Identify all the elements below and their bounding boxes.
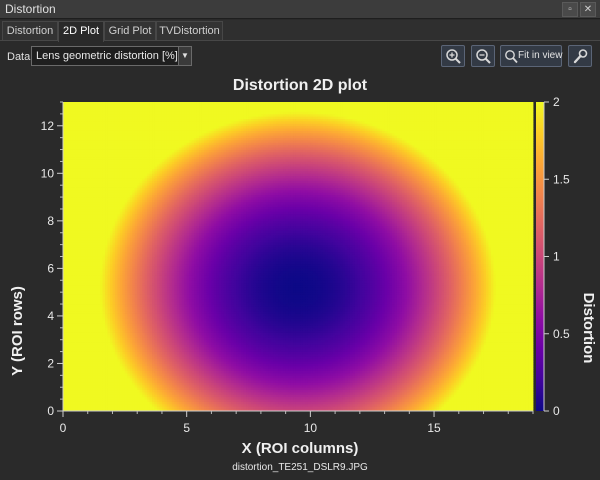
colorbar: 0 0.5 1 1.5 2 (536, 95, 570, 418)
x-tick-label: 10 (304, 421, 318, 435)
y-tick-label: 10 (41, 166, 55, 180)
colorbar-tick-label: 2 (553, 95, 560, 109)
colorbar-gradient (536, 102, 544, 411)
close-icon[interactable]: ✕ (580, 2, 596, 17)
fit-view-icon (505, 50, 518, 64)
window-title: Distortion (5, 2, 56, 16)
colorbar-label: Distortion (580, 293, 597, 364)
zoom-in-button[interactable] (441, 45, 465, 67)
dropdown-arrow-icon[interactable]: ▼ (178, 47, 191, 65)
tab-distortion[interactable]: Distortion (2, 21, 58, 40)
x-tick-label: 15 (427, 421, 441, 435)
colorbar-tick-label: 0 (553, 404, 560, 418)
tab-bar: Distortion 2D Plot Grid Plot TVDistortio… (0, 20, 600, 42)
tab-grid-plot[interactable]: Grid Plot (104, 21, 156, 40)
data-label: Data (7, 51, 30, 63)
y-tick-label: 2 (47, 356, 54, 370)
zoom-out-icon (476, 49, 491, 64)
y-axis-label: Y (ROI rows) (9, 286, 26, 376)
chart-title: Distortion 2D plot (233, 77, 368, 94)
x-tick-label: 5 (183, 421, 190, 435)
plot-axes: 0 5 10 15 0 2 4 6 8 10 12 (41, 101, 534, 435)
tab-2d-plot[interactable]: 2D Plot (58, 21, 104, 42)
settings-wrench-icon (573, 49, 588, 64)
float-icon[interactable]: ▫ (562, 2, 578, 17)
data-select[interactable]: Lens geometric distortion [%] ▼ (31, 46, 192, 66)
data-select-value: Lens geometric distortion [%] (36, 50, 178, 62)
y-tick-label: 4 (47, 309, 54, 323)
y-tick-label: 0 (47, 404, 54, 418)
x-axis-label: X (ROI columns) (242, 440, 359, 457)
colorbar-tick-label: 1.5 (553, 172, 570, 186)
zoom-in-icon (446, 49, 461, 64)
fit-in-view-button[interactable]: Fit in view (500, 45, 562, 67)
y-tick-label: 12 (41, 119, 55, 133)
file-caption: distortion_TE251_DSLR9.JPG (0, 462, 600, 473)
x-tick-label: 0 (60, 421, 67, 435)
heatmap-area (63, 102, 534, 412)
zoom-out-button[interactable] (471, 45, 495, 67)
y-tick-label: 6 (47, 261, 54, 275)
settings-button[interactable] (568, 45, 592, 67)
y-tick-label: 8 (47, 214, 54, 228)
tab-tvdistortion[interactable]: TVDistortion (156, 21, 223, 40)
colorbar-tick-label: 1 (553, 250, 560, 264)
window-titlebar: Distortion ▫ ✕ (0, 0, 600, 19)
colorbar-tick-label: 0.5 (553, 327, 570, 341)
fit-in-view-label: Fit in view (518, 50, 562, 61)
